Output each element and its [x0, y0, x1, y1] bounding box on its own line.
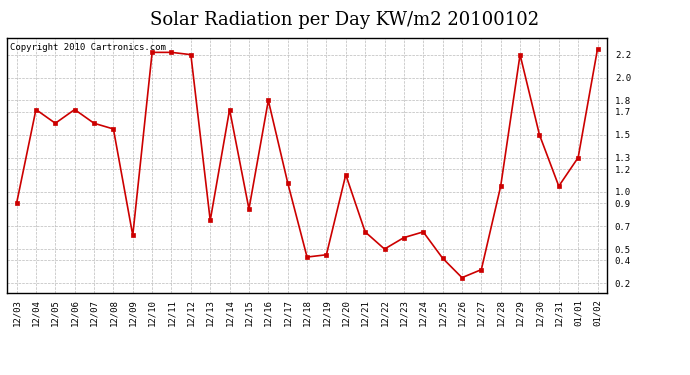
Text: Solar Radiation per Day KW/m2 20100102: Solar Radiation per Day KW/m2 20100102	[150, 11, 540, 29]
Text: Copyright 2010 Cartronics.com: Copyright 2010 Cartronics.com	[10, 43, 166, 52]
